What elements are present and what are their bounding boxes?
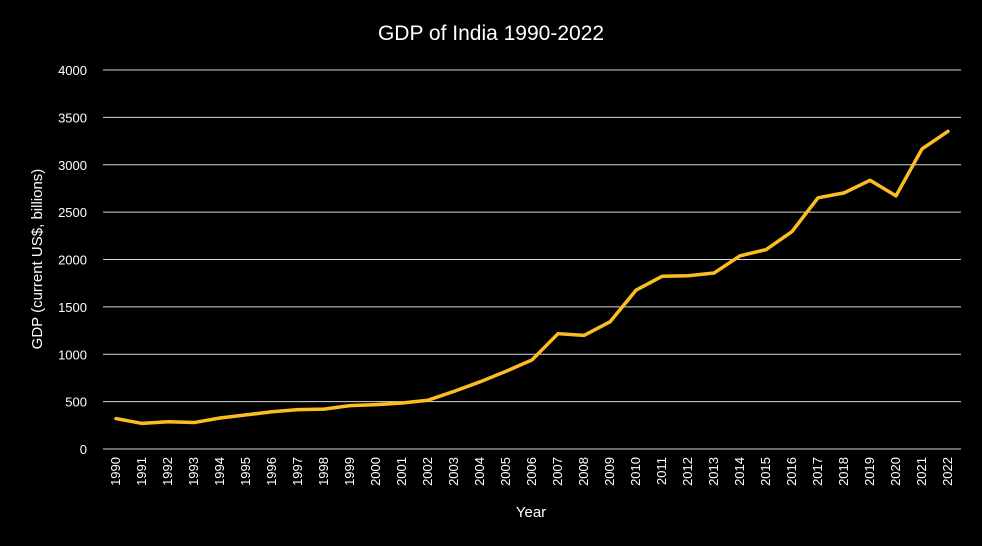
data-point-2022 [946, 129, 950, 133]
x-tick-label: 1993 [186, 457, 201, 486]
grid-lines [103, 69, 961, 450]
chart-title: GDP of India 1990-2022 [378, 22, 604, 45]
x-tick-label: 2003 [446, 457, 461, 486]
x-tick-label: 2002 [420, 457, 435, 486]
data-point-2007 [556, 332, 560, 336]
x-tick-label: 2011 [654, 457, 669, 485]
data-point-2003 [452, 389, 456, 393]
x-tick-label: 2017 [810, 457, 825, 486]
x-tick-label: 2015 [758, 457, 773, 486]
data-point-1994 [218, 416, 222, 420]
data-point-2005 [504, 369, 508, 373]
y-tick-labels: 0 500 1000 1500 2000 2500 3000 3500 4000 [58, 63, 87, 457]
data-point-2015 [764, 248, 768, 252]
x-tick-label: 2012 [680, 457, 695, 486]
data-point-2018 [842, 191, 846, 195]
x-tick-label: 2000 [368, 457, 383, 486]
x-tick-label: 1997 [290, 457, 305, 486]
x-tick-label: 2001 [394, 457, 409, 486]
data-point-2009 [608, 320, 612, 324]
data-point-2012 [686, 274, 690, 278]
y-tick-label: 3000 [58, 158, 87, 173]
data-point-2006 [530, 358, 534, 362]
x-tick-label: 2010 [628, 457, 643, 486]
y-axis-label: GDP (current US$, billions) [29, 169, 46, 350]
y-tick-label: 0 [80, 442, 87, 457]
data-point-1990 [114, 417, 118, 421]
data-point-2010 [634, 288, 638, 292]
x-tick-label: 2021 [914, 457, 929, 486]
x-tick-labels: 1990 1991 1992 1993 1994 1995 1996 1997 1998 1999… [108, 457, 955, 486]
y-tick-label: 1500 [58, 300, 87, 315]
data-point-2017 [816, 196, 820, 200]
x-tick-label: 2022 [940, 457, 955, 486]
data-point-2014 [738, 254, 742, 258]
data-point-2016 [790, 230, 794, 234]
y-tick-label: 500 [65, 395, 87, 410]
data-point-2008 [582, 333, 586, 337]
y-tick-label: 4000 [58, 63, 87, 78]
y-tick-label: 1000 [58, 347, 87, 362]
x-tick-label: 2004 [472, 457, 487, 486]
data-point-1997 [296, 408, 300, 412]
data-point-2004 [478, 380, 482, 384]
x-tick-label: 2018 [836, 457, 851, 486]
data-point-1993 [192, 421, 196, 425]
data-point-2021 [920, 147, 924, 151]
x-tick-label: 2013 [706, 457, 721, 486]
x-tick-label: 2005 [498, 457, 513, 486]
x-tick-label: 2008 [576, 457, 591, 486]
x-tick-label: 1992 [160, 457, 175, 486]
data-point-2013 [712, 271, 716, 275]
x-tick-label: 1998 [316, 457, 331, 486]
x-tick-label: 2019 [862, 457, 877, 486]
data-point-2020 [894, 194, 898, 198]
x-tick-label: 2020 [888, 457, 903, 486]
data-point-1992 [166, 420, 170, 424]
gdp-series-line [114, 129, 950, 426]
x-tick-label: 2016 [784, 457, 799, 486]
x-tick-label: 2006 [524, 457, 539, 486]
x-tick-label: 2009 [602, 457, 617, 486]
x-tick-label: 2014 [732, 457, 747, 486]
y-tick-label: 3500 [58, 110, 87, 125]
x-tick-label: 1994 [212, 457, 227, 486]
x-tick-label: 1991 [134, 457, 149, 486]
x-tick-label: 1999 [342, 457, 357, 486]
data-point-2002 [426, 398, 430, 402]
y-tick-label: 2000 [58, 253, 87, 268]
data-point-1991 [140, 421, 144, 425]
x-tick-label: 1990 [108, 457, 123, 486]
data-point-1999 [348, 404, 352, 408]
x-axis-label: Year [516, 504, 546, 521]
data-point-1998 [322, 407, 326, 411]
data-point-2011 [660, 274, 664, 278]
data-point-1996 [270, 410, 274, 414]
x-tick-label: 1996 [264, 457, 279, 486]
data-point-2001 [400, 401, 404, 405]
y-tick-label: 2500 [58, 205, 87, 220]
data-point-2019 [868, 178, 872, 182]
data-point-1995 [244, 413, 248, 417]
x-tick-label: 2007 [550, 457, 565, 486]
data-point-2000 [374, 403, 378, 407]
x-tick-label: 1995 [238, 457, 253, 486]
